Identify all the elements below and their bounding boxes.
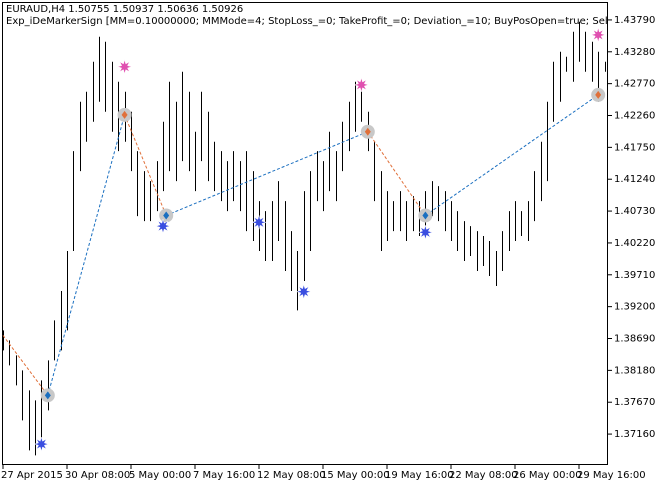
- y-tick-label: 1.39200: [614, 302, 655, 313]
- buy-star: [155, 218, 171, 234]
- y-tick-label: 1.43790: [614, 15, 655, 26]
- y-tick-label: 1.39710: [614, 270, 655, 281]
- buy-star: [251, 214, 267, 231]
- x-tick-label: 30 Apr 08:00: [65, 470, 130, 481]
- signal-marker: [591, 87, 606, 102]
- x-tick-label: 27 Apr 2015: [1, 470, 63, 481]
- signal-marker: [159, 208, 174, 223]
- sell-star: [353, 77, 370, 93]
- x-tick-label: 26 May 00:00: [513, 470, 582, 481]
- chart-subtitle: Exp_iDeMarkerSign [MM=0.10000000; MMMode…: [6, 16, 660, 27]
- x-tick-label: 19 May 16:00: [385, 470, 454, 481]
- signal-line: [425, 94, 599, 216]
- sell-star: [116, 58, 133, 75]
- buy-star: [33, 436, 50, 452]
- chart-title: EURAUD,H4 1.50755 1.50937 1.50636 1.5092…: [6, 4, 243, 15]
- signal-line: [166, 131, 368, 216]
- x-tick-label: 12 May 08:00: [257, 470, 326, 481]
- plot-area: [2, 21, 607, 456]
- y-tick-label: 1.37160: [614, 429, 655, 440]
- signal-marker: [40, 388, 55, 403]
- signal-marker: [418, 208, 433, 223]
- signal-line: [2, 335, 49, 396]
- y-tick-label: 1.37670: [614, 397, 655, 408]
- x-tick-label: 7 May 16:00: [193, 470, 255, 481]
- signal-line: [124, 114, 167, 216]
- y-tick-label: 1.41750: [614, 142, 655, 153]
- signal-diamond: [121, 110, 128, 119]
- signal-diamond: [364, 127, 371, 136]
- y-tick-label: 1.42260: [614, 111, 655, 122]
- x-tick-label: 5 May 00:00: [129, 470, 191, 481]
- axis-background: [608, 0, 660, 485]
- signal-diamond: [422, 211, 429, 220]
- sell-star: [590, 27, 607, 43]
- x-tick-label: 15 May 00:00: [321, 470, 390, 481]
- y-tick-label: 1.40730: [614, 206, 655, 217]
- x-tick-label: 29 May 16:00: [577, 470, 646, 481]
- buy-star: [417, 224, 434, 241]
- y-tick-label: 1.38690: [614, 334, 655, 345]
- signal-line: [367, 131, 426, 216]
- buy-star: [295, 283, 312, 300]
- signal-diamond: [595, 90, 602, 99]
- signal-diamond: [163, 211, 170, 220]
- y-tick-label: 1.42770: [614, 79, 655, 90]
- signal-marker: [117, 107, 132, 122]
- signal-diamond: [44, 391, 51, 400]
- y-tick-label: 1.43280: [614, 47, 655, 58]
- y-tick-label: 1.41240: [614, 174, 655, 185]
- y-tick-label: 1.40220: [614, 238, 655, 249]
- signal-line: [47, 114, 126, 396]
- y-tick-label: 1.38180: [614, 365, 655, 376]
- signal-marker: [360, 124, 375, 139]
- x-tick-label: 22 May 08:00: [449, 470, 518, 481]
